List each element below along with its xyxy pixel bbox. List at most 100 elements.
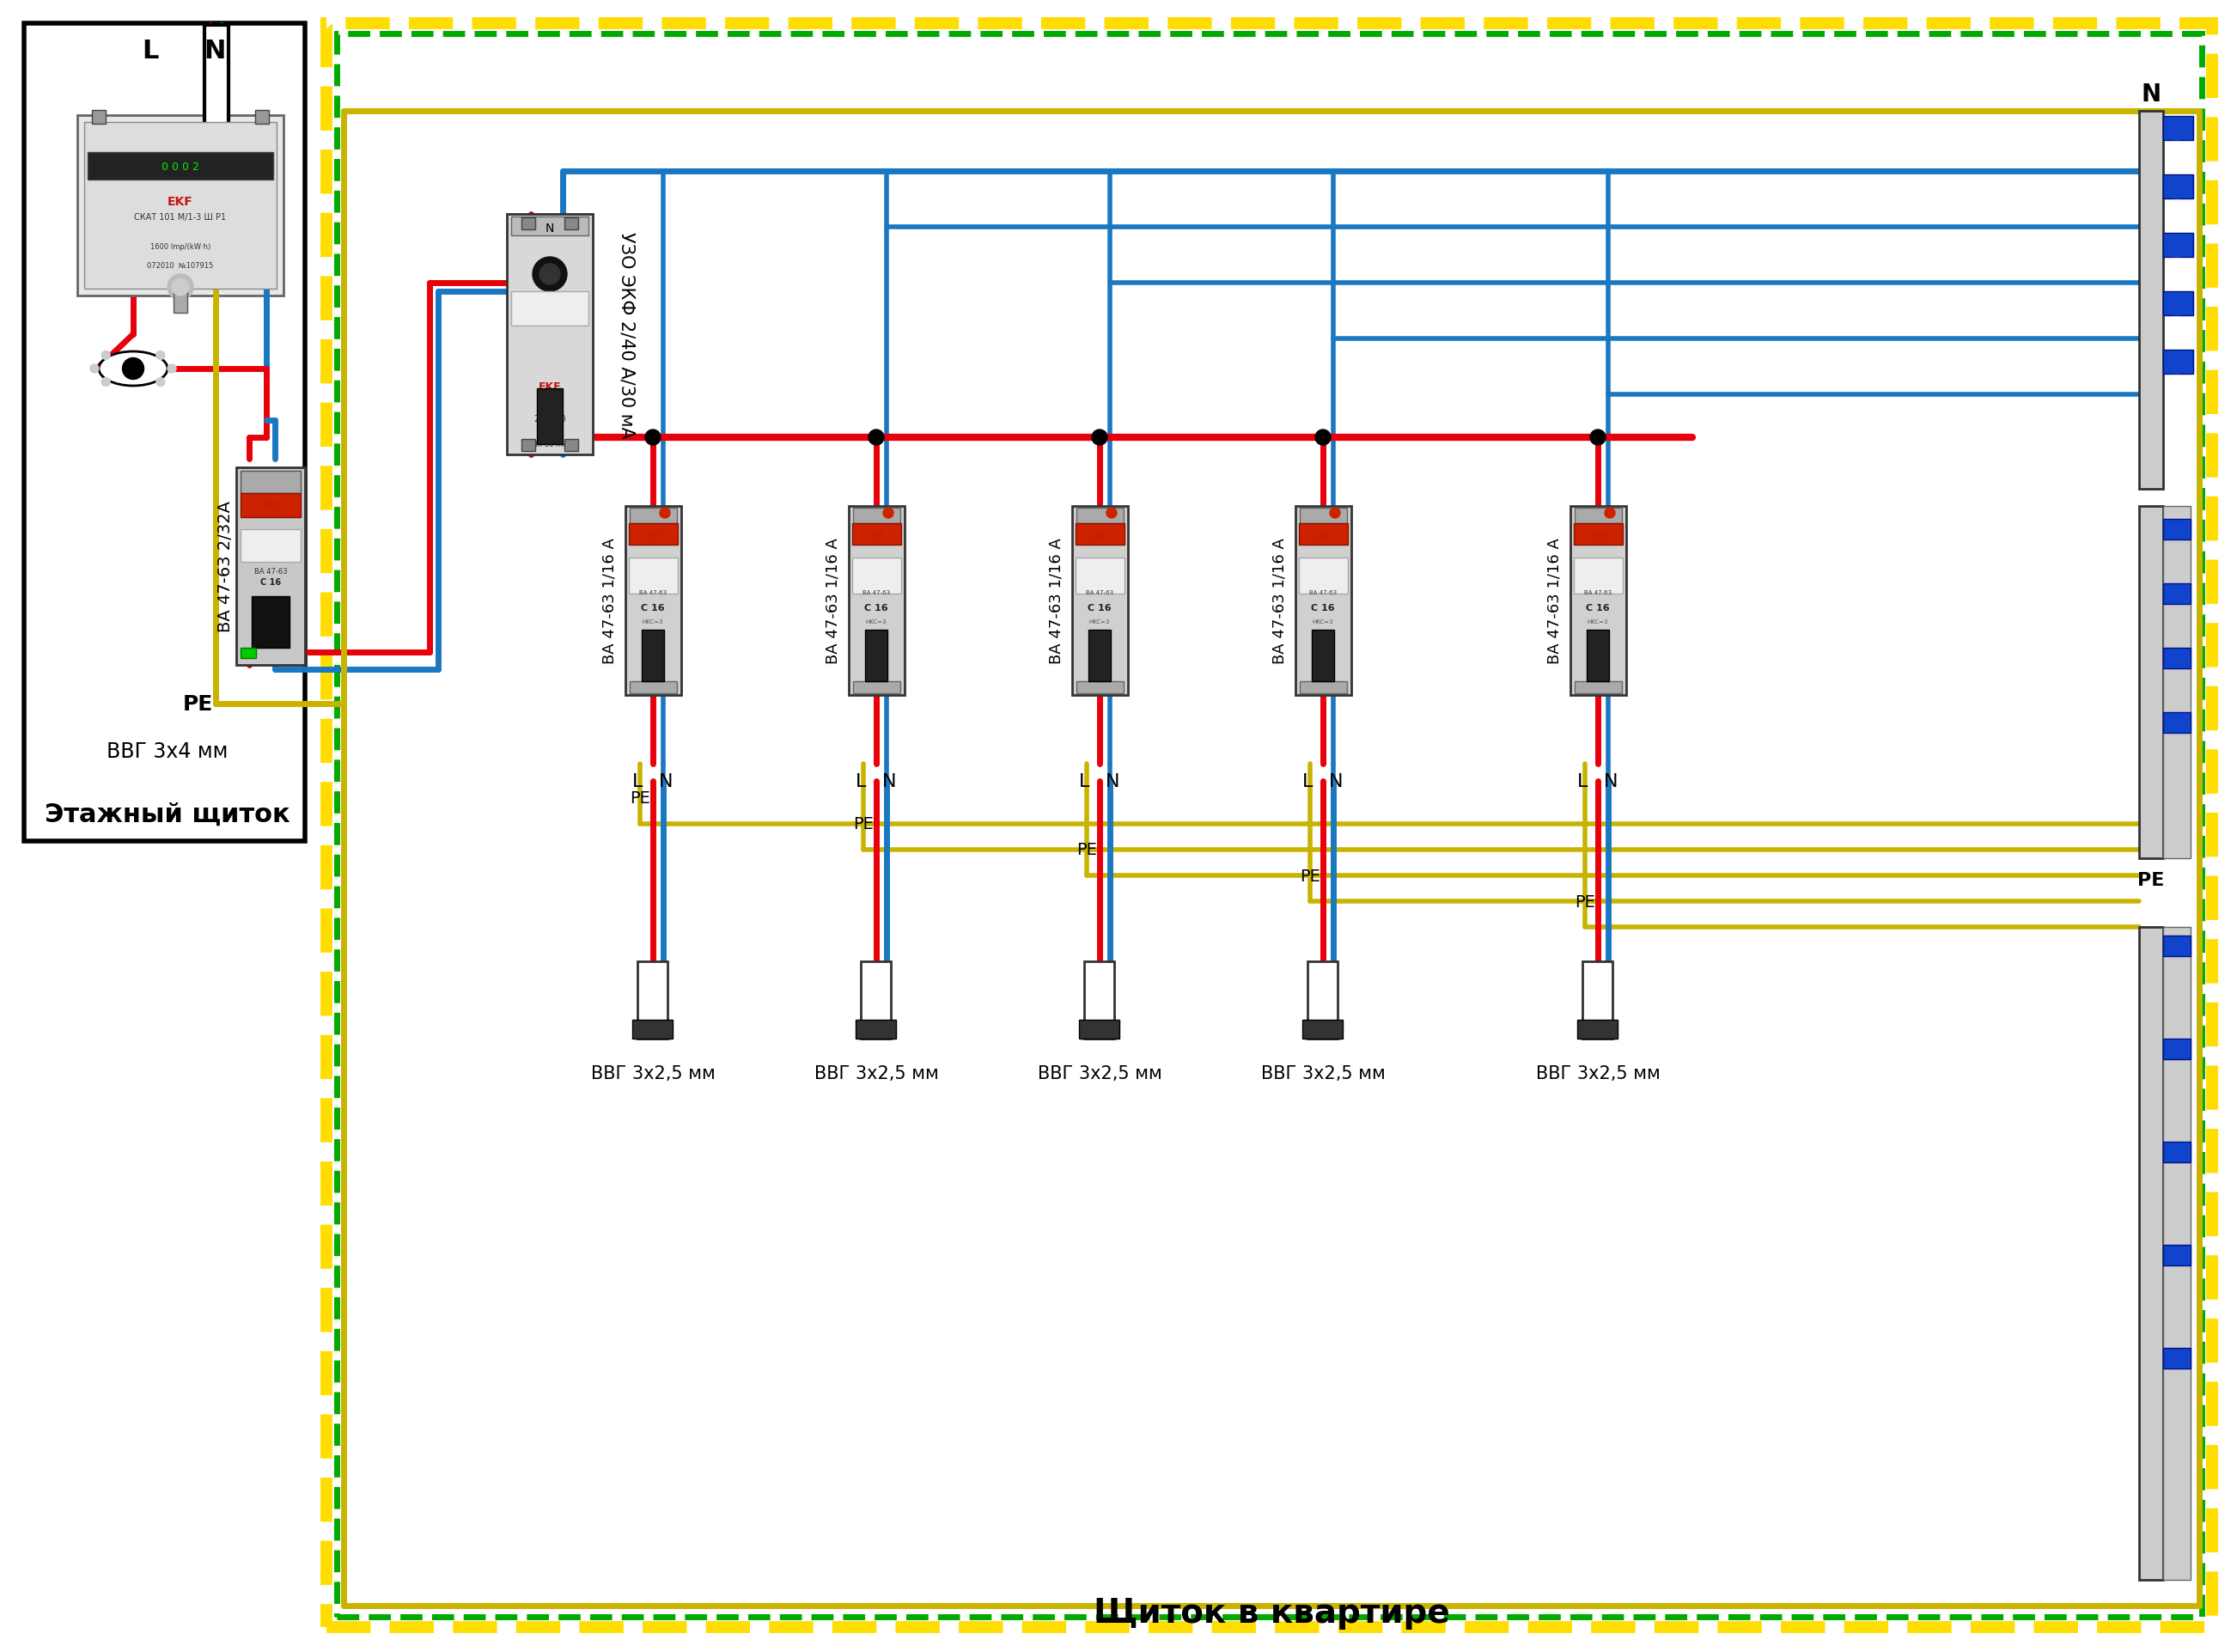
Circle shape <box>644 430 660 446</box>
Bar <box>237 468 304 666</box>
Bar <box>1089 629 1112 682</box>
Bar <box>1076 558 1125 595</box>
Circle shape <box>2170 185 2183 200</box>
Bar <box>521 218 535 230</box>
Text: EKF: EKF <box>1591 532 1606 540</box>
Text: Щиток в квартире: Щиток в квартире <box>1094 1596 1450 1629</box>
Text: C 16: C 16 <box>1087 603 1112 613</box>
Circle shape <box>168 274 192 301</box>
Ellipse shape <box>123 358 143 380</box>
Bar <box>2163 648 2190 669</box>
Bar <box>633 1019 673 1039</box>
Bar <box>204 26 228 134</box>
Bar <box>1085 961 1114 1039</box>
Text: ВВГ 3х2,5 мм: ВВГ 3х2,5 мм <box>814 1064 937 1082</box>
Text: ВА 47-63 2/32А: ВА 47-63 2/32А <box>217 501 235 633</box>
Bar <box>1311 629 1333 682</box>
Text: N: N <box>2141 83 2161 106</box>
Text: C 16: C 16 <box>1586 603 1611 613</box>
Bar <box>852 524 902 545</box>
Bar <box>2139 927 2163 1579</box>
Circle shape <box>1092 430 1107 446</box>
Circle shape <box>868 430 884 446</box>
Bar <box>25 25 304 841</box>
Bar <box>338 35 2201 1617</box>
Text: PE: PE <box>183 694 213 714</box>
Text: ВА 47-63 1/16 А: ВА 47-63 1/16 А <box>1049 539 1065 664</box>
Text: PE: PE <box>2139 872 2165 889</box>
Text: СКАТ 101 М/1-3 Ш Р1: СКАТ 101 М/1-3 Ш Р1 <box>134 213 226 221</box>
Text: PE: PE <box>1076 843 1096 857</box>
Bar <box>2163 1142 2190 1163</box>
Text: 6000: 6000 <box>1591 629 1606 634</box>
Text: ВА 47-63 1/16 А: ВА 47-63 1/16 А <box>1548 539 1564 664</box>
Bar <box>1295 507 1351 695</box>
Text: ВА 47-63: ВА 47-63 <box>863 590 890 595</box>
Text: ВВГ 3х2,5 мм: ВВГ 3х2,5 мм <box>1535 1064 1660 1082</box>
Bar <box>508 215 593 454</box>
Text: ВА 47-63: ВА 47-63 <box>640 590 667 595</box>
Circle shape <box>157 352 166 360</box>
Circle shape <box>2170 1355 2183 1366</box>
Text: 6000: 6000 <box>644 629 660 634</box>
Bar <box>1300 682 1347 694</box>
Text: HKC=3: HKC=3 <box>642 620 664 624</box>
Bar <box>1570 507 1626 695</box>
Circle shape <box>1591 430 1606 446</box>
Circle shape <box>168 365 177 373</box>
Bar <box>2163 519 2190 540</box>
Circle shape <box>1604 509 1615 519</box>
Bar <box>537 388 564 444</box>
Ellipse shape <box>98 352 168 387</box>
Text: C 16: C 16 <box>863 603 888 613</box>
Bar <box>1577 1019 1617 1039</box>
Bar <box>638 961 667 1039</box>
Bar <box>1582 961 1613 1039</box>
Bar <box>242 530 300 562</box>
Text: N: N <box>1604 773 1617 790</box>
Circle shape <box>1329 509 1340 519</box>
Text: L: L <box>1078 773 1089 790</box>
Bar <box>848 507 904 695</box>
Text: ВА 47-63 1/16 А: ВА 47-63 1/16 А <box>602 539 617 664</box>
Bar <box>510 216 588 236</box>
Text: ВВГ 3х2,5 мм: ВВГ 3х2,5 мм <box>1038 1064 1161 1082</box>
Bar <box>242 648 255 659</box>
Text: C 16: C 16 <box>1311 603 1335 613</box>
Bar <box>2163 937 2190 957</box>
Text: EKF: EKF <box>168 197 192 208</box>
Text: L: L <box>1577 773 1588 790</box>
Bar <box>629 682 678 694</box>
Bar <box>92 111 105 124</box>
Circle shape <box>2170 942 2183 953</box>
Text: C 16: C 16 <box>642 603 664 613</box>
Circle shape <box>157 378 166 387</box>
Circle shape <box>2170 654 2183 666</box>
Bar <box>2163 712 2190 733</box>
Text: HKC=3: HKC=3 <box>866 620 886 624</box>
Text: N: N <box>881 773 897 790</box>
Bar <box>1076 509 1123 524</box>
Bar <box>866 629 888 682</box>
Text: ВА 47-63: ВА 47-63 <box>1085 590 1114 595</box>
Circle shape <box>539 264 559 286</box>
Text: HKC=3: HKC=3 <box>1089 620 1110 624</box>
Bar <box>2163 1246 2190 1265</box>
Bar <box>2163 583 2190 605</box>
Bar <box>242 471 300 494</box>
Text: ВВГ 3х2,5 мм: ВВГ 3х2,5 мм <box>1262 1064 1385 1082</box>
Circle shape <box>2170 1251 2183 1264</box>
Bar <box>629 524 678 545</box>
Text: N: N <box>1329 773 1342 790</box>
Bar <box>1076 524 1125 545</box>
Bar <box>629 509 678 524</box>
Bar <box>1078 1019 1118 1039</box>
Circle shape <box>2170 1148 2183 1160</box>
Circle shape <box>2170 127 2183 140</box>
Text: PE: PE <box>1575 894 1595 910</box>
Text: L: L <box>633 773 642 790</box>
Bar <box>174 292 188 314</box>
Text: EKF: EKF <box>1315 532 1331 540</box>
Bar <box>78 116 284 296</box>
Bar <box>255 111 268 124</box>
